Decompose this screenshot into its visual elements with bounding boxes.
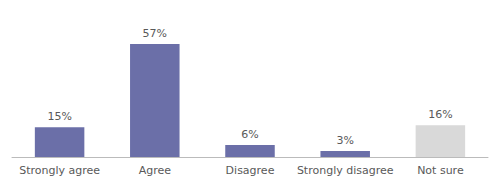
svg-text:Strongly agree: Strongly agree [19,164,100,177]
svg-text:16%: 16% [428,108,452,121]
svg-text:Not sure: Not sure [417,164,464,177]
svg-text:Agree: Agree [139,164,172,177]
svg-text:Strongly disagree: Strongly disagree [297,164,394,177]
svg-text:57%: 57% [143,27,167,40]
svg-text:6%: 6% [241,128,258,141]
svg-text:Disagree: Disagree [226,164,275,177]
svg-text:15%: 15% [47,110,71,123]
svg-text:3%: 3% [336,134,353,147]
